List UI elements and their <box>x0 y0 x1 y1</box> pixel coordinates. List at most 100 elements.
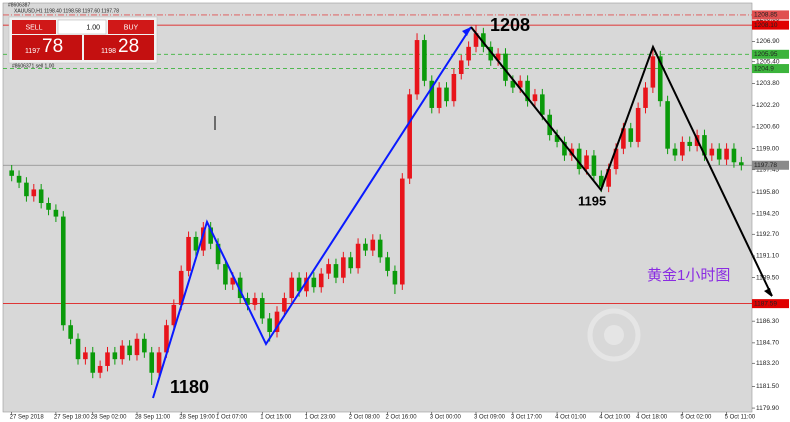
candle-body <box>643 87 648 108</box>
candle-body <box>525 80 530 102</box>
candle-body <box>24 182 29 197</box>
annotation: 1180 <box>170 377 209 397</box>
y-tick-label: 1194.20 <box>756 211 779 218</box>
x-tick-label: 5 Oct 02:00 <box>680 415 712 421</box>
ask-box[interactable] <box>84 35 154 60</box>
buy-button[interactable] <box>108 20 154 34</box>
candle-body <box>274 311 280 333</box>
lot-input[interactable] <box>57 19 107 35</box>
candle-body <box>75 338 81 360</box>
x-tick-label: 3 Oct 00:00 <box>430 415 462 421</box>
candle-body <box>466 46 471 61</box>
candle-body <box>90 352 96 373</box>
candle-body <box>458 60 464 74</box>
y-tick-label: 1202.20 <box>756 102 780 109</box>
y-tick-label: 1184.70 <box>756 340 779 347</box>
watermark-logo <box>604 325 624 345</box>
candle-body <box>230 277 236 285</box>
candle-body <box>223 264 228 285</box>
candle-body <box>724 148 729 160</box>
candle-body <box>606 169 611 187</box>
candle-body <box>429 80 435 108</box>
candle-body <box>112 352 118 360</box>
candle-body <box>296 277 302 292</box>
y-tick-label: 1183.20 <box>756 360 779 367</box>
ask-small: 1198 <box>101 48 116 55</box>
x-tick-label: 2 Oct 16:00 <box>386 415 418 421</box>
candle-body <box>672 148 678 156</box>
candle-body <box>591 155 597 176</box>
sell-button[interactable] <box>12 20 56 34</box>
candle-body <box>495 53 501 61</box>
sell-label: SELL <box>25 24 42 31</box>
candle-body <box>702 135 707 156</box>
candle-body <box>540 94 545 115</box>
candle-body <box>503 53 508 81</box>
candle-body <box>532 94 538 102</box>
level-label-box <box>752 20 789 30</box>
candle-body <box>584 155 589 170</box>
candle-body <box>399 178 405 285</box>
candle-body <box>60 216 66 326</box>
candle-body <box>237 277 243 299</box>
candle-body <box>289 277 295 299</box>
x-tick-label: 4 Oct 18:00 <box>636 415 668 421</box>
candle-body <box>709 148 715 156</box>
candle-body <box>304 277 309 292</box>
candle-body <box>473 33 479 47</box>
bid-box[interactable] <box>12 35 82 60</box>
level-label: 1187.59 <box>754 300 777 307</box>
candle-body <box>370 239 376 251</box>
x-tick-label: 28 Sep 11:00 <box>135 415 171 421</box>
level-label-box <box>752 64 789 74</box>
y-tick-label: 1206.90 <box>756 38 780 45</box>
candle-body <box>31 189 37 197</box>
x-tick-label: 27 Sep 18:00 <box>54 415 90 421</box>
level-label: 1197.78 <box>754 162 777 169</box>
x-tick-label: 1 Oct 07:00 <box>216 415 248 421</box>
candle-body <box>201 227 206 251</box>
bid-big: 78 <box>42 36 63 57</box>
candle-body <box>687 141 693 146</box>
candle-body <box>680 141 685 156</box>
y-tick-label: 1203.80 <box>756 80 780 87</box>
buy-label: BUY <box>124 24 139 31</box>
candle-body <box>613 148 619 170</box>
candle-body <box>576 148 582 170</box>
plot-area <box>2 2 753 413</box>
candle-body <box>142 338 147 353</box>
candle-body <box>657 56 663 102</box>
candle-body <box>149 352 155 373</box>
candle-body <box>164 325 169 353</box>
candle-body <box>46 203 51 210</box>
candle-body <box>267 318 272 333</box>
candle-body <box>282 298 287 312</box>
candle-body <box>598 175 604 187</box>
candle-body <box>422 40 427 81</box>
order-label: #8606371 sell 1.00 <box>12 63 54 69</box>
annotation: 黄金1小时图 <box>647 267 730 284</box>
level-label-box <box>752 299 789 309</box>
candle-body <box>311 277 317 288</box>
candle-body <box>355 243 361 269</box>
y-tick-label: 1192.70 <box>756 231 779 238</box>
candle-body <box>245 298 250 305</box>
watermark <box>587 308 641 362</box>
y-tick-label: 1181.50 <box>756 383 779 390</box>
x-tick-label: 5 Oct 11:00 <box>725 415 756 421</box>
annotation: 1195 <box>578 193 606 208</box>
candle-body <box>16 175 22 183</box>
candle-body <box>451 73 457 102</box>
candle-body <box>628 128 634 142</box>
y-tick-label: 1189.50 <box>756 274 779 281</box>
candle-body <box>731 148 737 163</box>
candle-body <box>481 33 486 47</box>
candle-body <box>156 352 162 373</box>
y-tick-label: 1179.90 <box>756 405 779 412</box>
candle-body <box>436 87 442 108</box>
y-tick-label: 1191.10 <box>756 253 779 260</box>
candle-body <box>554 135 560 142</box>
level-label-box <box>752 10 789 20</box>
candle-body <box>259 298 265 319</box>
